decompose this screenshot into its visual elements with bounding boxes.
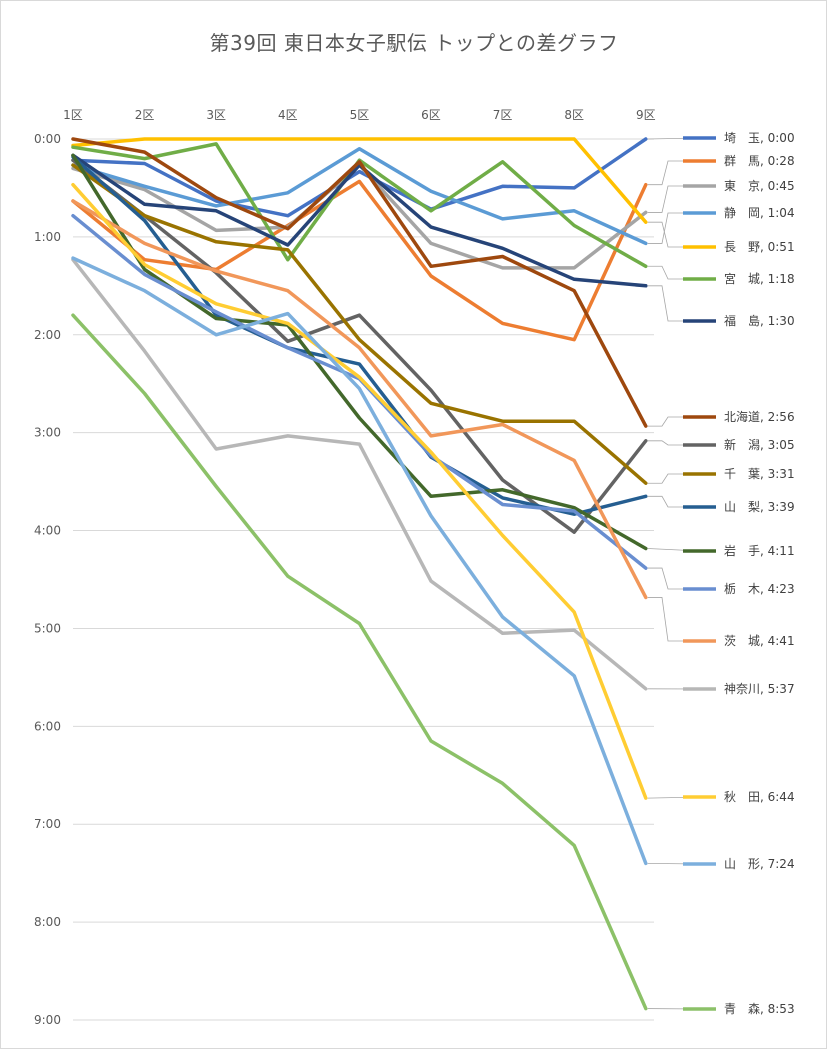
series-label: 新 潟, 3:05 [724,437,795,452]
leader-line [647,597,700,642]
series-line [71,137,648,428]
series-label: 神奈川, 5:37 [724,682,795,696]
series-label: 岩 手, 4:11 [724,543,795,558]
chart-title: 第39回 東日本女子駅伝 トップとの差グラフ [209,31,619,55]
x-tick-label: 1区 [63,108,83,122]
x-axis-ticks: 1区 2区 3区 4区 5区 6区 7区 8区 9区 [63,108,655,122]
series-line [71,256,648,866]
series-line [71,257,648,691]
y-tick-label: 8:00 [34,915,61,929]
leader-line [647,185,700,213]
y-tick-label: 7:00 [34,817,61,831]
series-line [71,153,648,288]
leader-line [647,160,700,186]
leader-line [647,265,700,280]
leader-line [647,567,700,590]
y-axis-ticks: 0:00 1:00 2:00 3:00 4:00 5:00 6:00 7:00 8:00 9:00 [34,132,61,1027]
leader-line [647,212,700,244]
series-line [71,313,648,1011]
series-label: 福 島, 1:30 [724,313,795,328]
x-tick-label: 3区 [206,108,226,122]
series-label: 宮 城, 1:18 [724,271,795,286]
leader-line [647,285,700,322]
series-label: 長 野, 0:51 [724,240,795,254]
series-label: 静 岡, 1:04 [724,206,795,220]
y-tick-label: 9:00 [34,1013,61,1027]
series-label: 埼 玉, 0:00 [724,131,795,145]
series-line [71,137,648,218]
series-label: 茨 城, 4:41 [724,634,795,648]
series-label: 秋 田, 6:44 [724,790,795,804]
series-lines [71,137,648,1011]
series-line [71,158,648,534]
y-tick-label: 0:00 [34,132,61,146]
x-tick-label: 4区 [278,108,298,122]
x-tick-label: 2区 [135,108,155,122]
y-tick-label: 4:00 [34,524,61,538]
series-labels: 埼 玉, 0:00 群 馬, 0:28 東 京, 0:45 静 岡, 1:04 長 野,… [647,131,795,1016]
series-label: 山 梨, 3:39 [724,500,795,514]
y-tick-label: 2:00 [34,328,61,342]
series-label: 青 森, 8:53 [724,1001,795,1016]
series-label: 山 形, 7:24 [724,857,795,871]
y-tick-label: 6:00 [34,719,61,733]
series-label: 北海道, 2:56 [724,409,795,424]
series-label: 千 葉, 3:31 [724,467,795,481]
y-tick-label: 5:00 [34,621,61,635]
x-tick-label: 5区 [350,108,370,122]
x-tick-label: 9区 [636,108,656,122]
series-label: 栃 木, 4:23 [724,582,795,596]
x-tick-label: 6区 [421,108,441,122]
y-tick-label: 1:00 [34,230,61,244]
series-line [71,137,648,224]
series-line [71,199,648,600]
series-label: 群 馬, 0:28 [724,154,795,168]
series-line [71,147,648,246]
series-line [71,179,648,342]
series-label: 東 京, 0:45 [724,179,795,193]
y-tick-label: 3:00 [34,426,61,440]
x-tick-label: 8区 [564,108,584,122]
series-line [71,182,648,800]
series-line [71,163,648,485]
x-tick-label: 7区 [493,108,513,122]
